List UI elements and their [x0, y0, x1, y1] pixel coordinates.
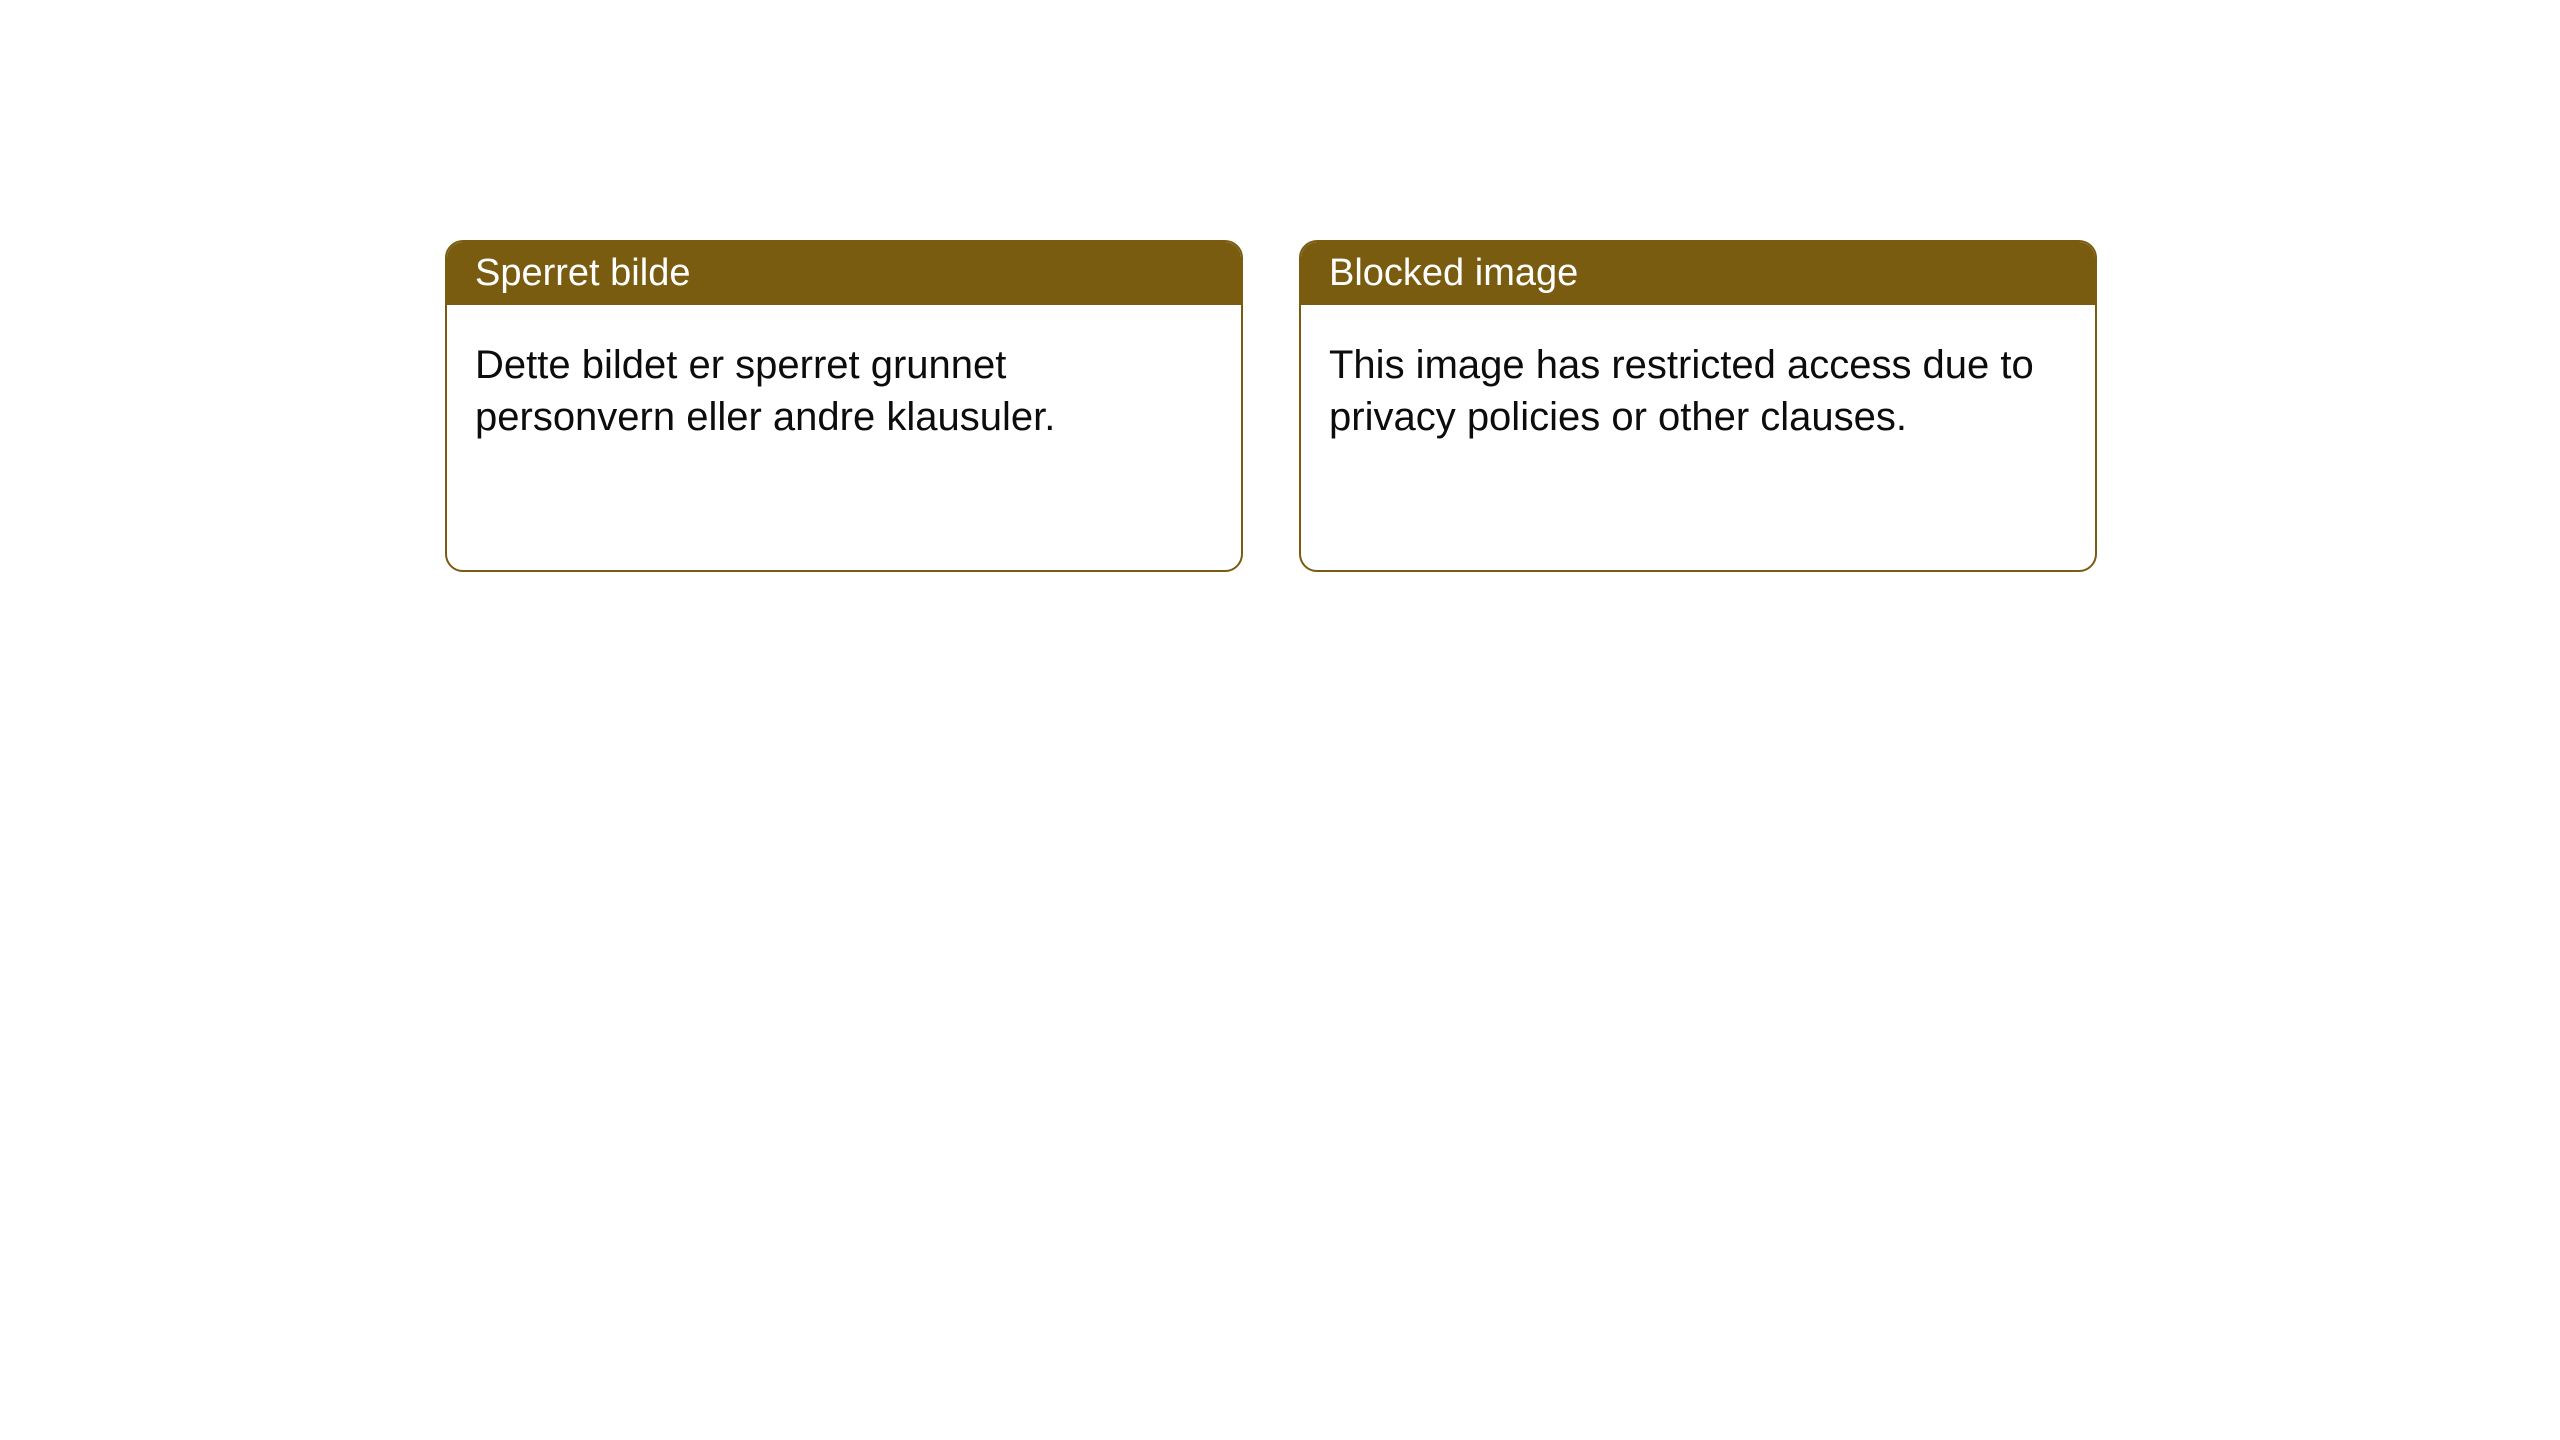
card-body-norwegian: Dette bildet er sperret grunnet personve… — [447, 305, 1241, 477]
card-english: Blocked image This image has restricted … — [1299, 240, 2097, 572]
card-norwegian: Sperret bilde Dette bildet er sperret gr… — [445, 240, 1243, 572]
card-header-norwegian: Sperret bilde — [447, 242, 1241, 305]
cards-container: Sperret bilde Dette bildet er sperret gr… — [445, 240, 2560, 572]
card-body-english: This image has restricted access due to … — [1301, 305, 2095, 477]
card-header-english: Blocked image — [1301, 242, 2095, 305]
